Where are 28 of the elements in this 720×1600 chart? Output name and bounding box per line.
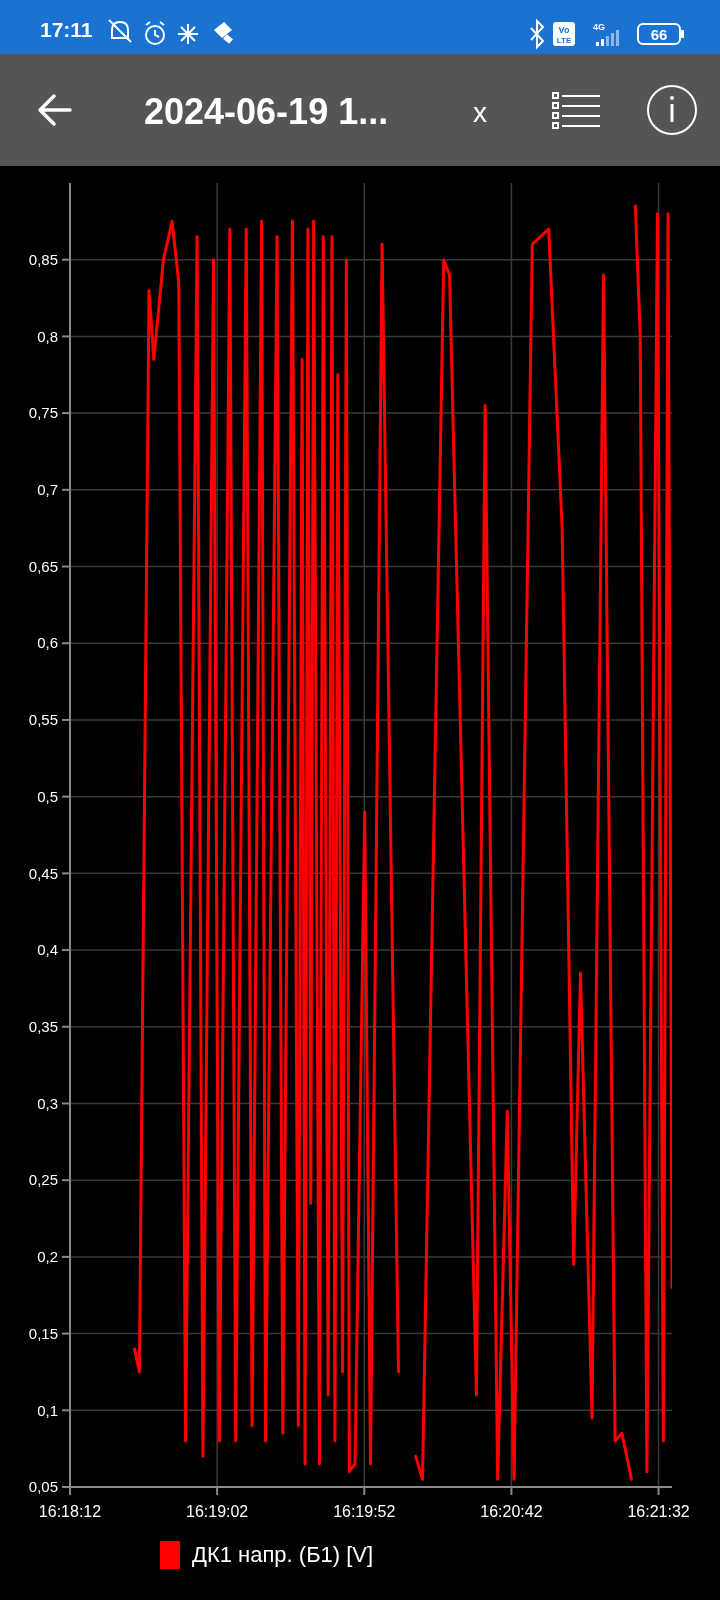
y-tick-label: 0,15 (28, 1324, 58, 1342)
y-tick-label: 0,4 (37, 941, 58, 959)
text: 17:11 (40, 18, 93, 41)
y-tick-label: 0,65 (28, 557, 58, 575)
x-tick-label: 16:19:02 (186, 1503, 249, 1520)
y-tick-label: 0,45 (28, 864, 58, 882)
x-tick-label: 16:18:12 (38, 1503, 102, 1520)
y-tick-label: 0,55 (28, 711, 58, 729)
y-tick-label: 0,35 (28, 1018, 58, 1036)
volte-icon: Vo LTE (553, 22, 575, 46)
y-tick-label: 0,85 (28, 250, 58, 268)
battery-icon: 66 (637, 23, 684, 45)
y-tick-label: 0,5 (37, 787, 58, 805)
y-tick-label: 0,7 (37, 481, 58, 499)
y-tick-label: 0,75 (28, 404, 58, 422)
x-tick-label: 16:19:52 (333, 1503, 396, 1520)
y-tick-label: 0,3 (37, 1094, 58, 1112)
x-tick-label: 16:20:42 (480, 1503, 543, 1520)
y-tick-label: 0,05 (28, 1478, 58, 1496)
x-tick-label: 16:21:32 (627, 1503, 690, 1520)
text: x (473, 97, 487, 128)
y-tick-label: 0,25 (28, 1171, 58, 1189)
y-tick-label: 0,6 (37, 634, 58, 652)
y-tick-label: 0,1 (37, 1401, 58, 1419)
y-tick-label: 0,8 (37, 327, 58, 345)
y-tick-label: 0,2 (37, 1248, 58, 1266)
chart-title: 2024-06-19 1... (144, 91, 389, 132)
legend-label: ДК1 напр. (Б1) [V] (192, 1542, 374, 1567)
